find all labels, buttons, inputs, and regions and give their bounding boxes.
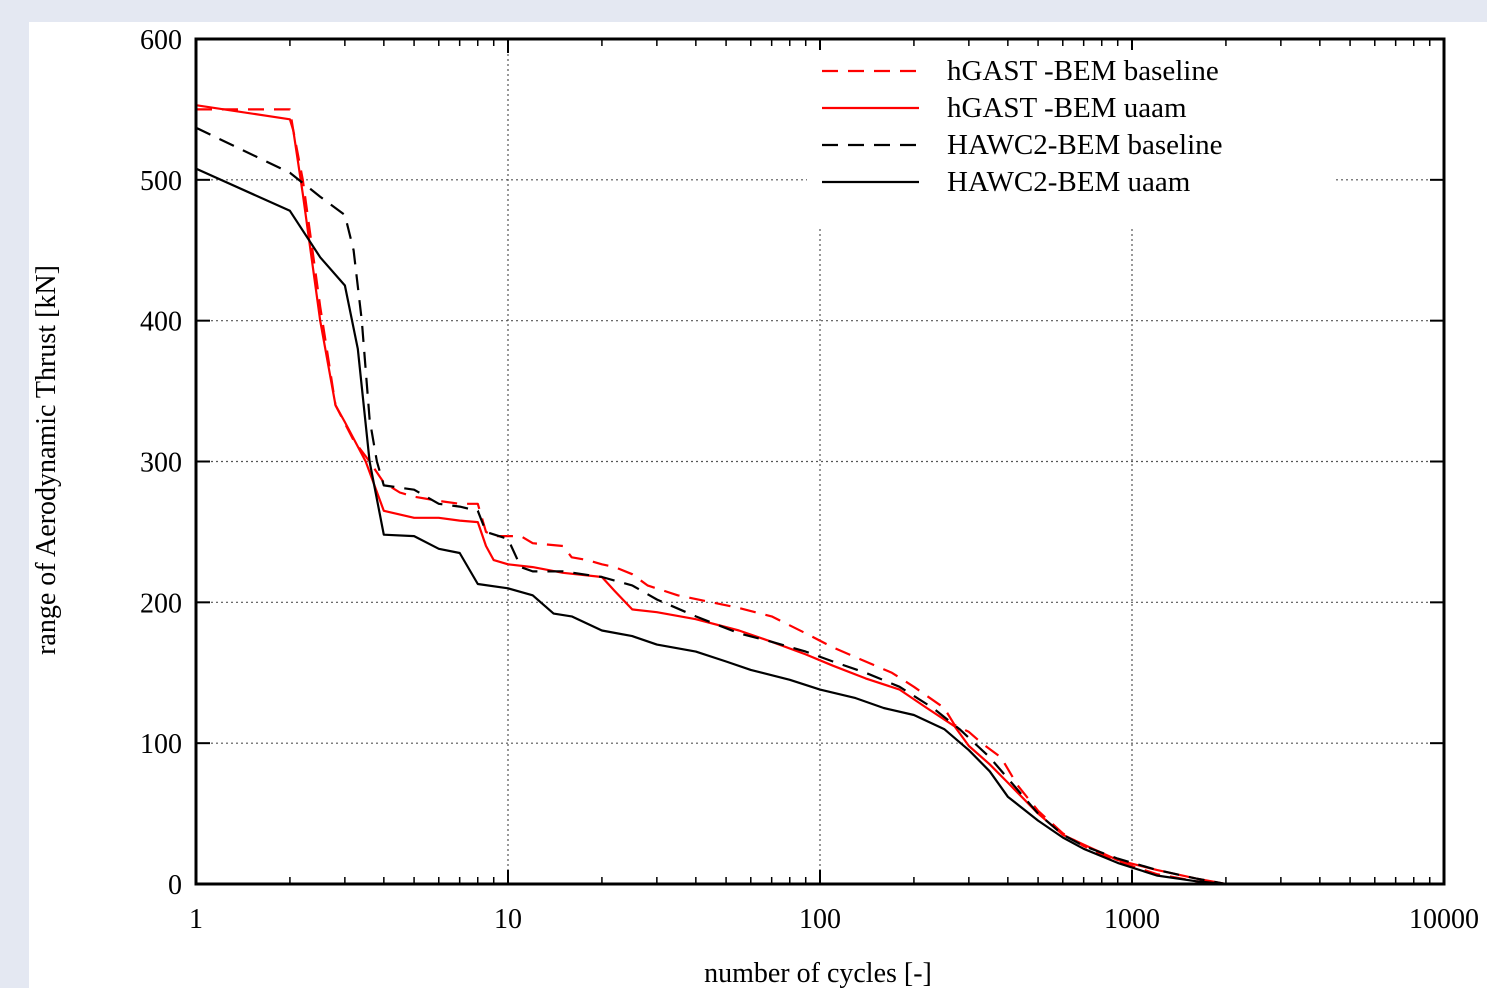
y-tick-label: 600 — [140, 25, 182, 56]
series-line-3 — [195, 126, 1227, 886]
x-tick-label: 100 — [799, 904, 841, 935]
legend-background — [807, 50, 1333, 226]
legend-label-1: hGAST -BEM baseline — [947, 55, 1219, 87]
series-line-1 — [196, 108, 1227, 886]
x-axis-label: number of cycles [-] — [704, 958, 932, 988]
y-tick-label: 100 — [140, 729, 182, 760]
y-tick-label: 400 — [140, 307, 182, 338]
y-tick-label: 200 — [140, 588, 182, 619]
legend-label-3: HAWC2-BEM baseline — [947, 129, 1223, 161]
y-tick-label: 500 — [140, 166, 182, 197]
tick-labels: 1 10 100 1000 10000 0 100 200 300 400 500 600 — [140, 25, 1479, 935]
x-tick-label: 1 — [189, 904, 203, 935]
x-tick-label: 10000 — [1409, 904, 1479, 935]
legend: hGAST -BEM baseline hGAST -BEM uaam HAWC2-… — [807, 50, 1333, 226]
x-tick-label: 10 — [494, 904, 522, 935]
legend-label-2: hGAST -BEM uaam — [947, 92, 1187, 124]
y-tick-label: 300 — [140, 448, 182, 479]
legend-label-4: HAWC2-BEM uaam — [947, 166, 1191, 198]
series-line-2 — [195, 104, 1227, 886]
figure-panel: 1 10 100 1000 10000 0 100 200 300 400 500 600 numbe… — [29, 22, 1487, 988]
thrust-range-chart: 1 10 100 1000 10000 0 100 200 300 400 500 600 numbe… — [31, 25, 1479, 988]
x-tick-label: 1000 — [1104, 904, 1160, 935]
y-tick-label: 0 — [168, 870, 182, 901]
y-axis-label: range of Aerodynamic Thrust [kN] — [31, 265, 62, 655]
series-lines — [195, 104, 1227, 886]
series-line-4 — [195, 167, 1227, 886]
axes — [194, 37, 1446, 886]
